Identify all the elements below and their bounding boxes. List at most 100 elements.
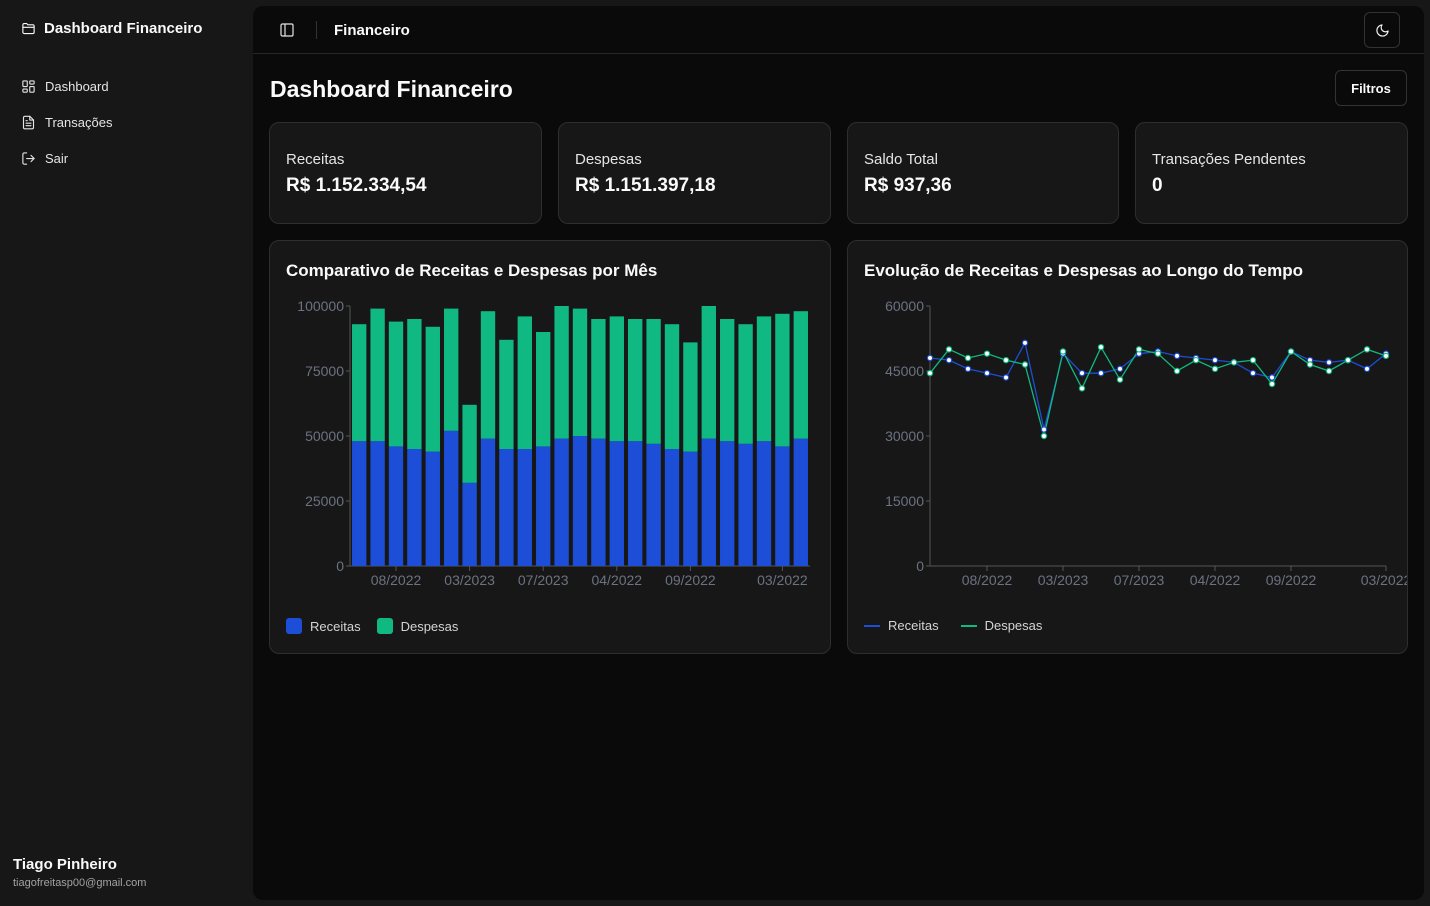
bar-receitas [756,441,772,566]
bar-receitas [352,441,367,566]
bar-despesas [683,342,698,452]
bar-despesas [591,319,606,439]
moon-icon [1375,23,1390,38]
sidebar-toggle-button[interactable] [277,20,297,40]
point-receitas [1268,374,1276,381]
page-title: Dashboard Financeiro [270,76,513,102]
legend-item-despesas[interactable]: Despesas [960,618,1042,633]
main-panel: Financeiro Dashboard Financeiro Filtros … [253,6,1424,900]
stat-card-despesas: Despesas R$ 1.151.397,18 [558,122,831,224]
bar-despesas [517,316,532,449]
point-receitas [1211,356,1219,364]
chart-legend: Receitas Despesas [864,618,1042,633]
point-despesas [1230,359,1238,366]
point-despesas [1249,356,1257,364]
bar-receitas [775,446,790,566]
bar-despesas [738,324,753,444]
point-despesas [1021,361,1029,368]
point-receitas [1363,365,1371,373]
bar-receitas [517,449,532,566]
user-profile[interactable]: Tiago Pinheiro tiagofreitasp00@gmail.com [13,856,146,889]
x-tick-label: 08/2022 [371,572,422,588]
header-title: Financeiro [334,22,410,39]
topbar: Financeiro [253,6,1424,54]
sidebar-brand[interactable]: Dashboard Financeiro [21,20,202,37]
theme-toggle-button[interactable] [1364,12,1400,48]
y-tick-label: 15000 [885,493,924,509]
x-tick-label: 09/2022 [665,572,716,588]
stat-label: Receitas [286,151,345,168]
point-despesas [1211,365,1219,373]
point-despesas [926,369,934,377]
legend-item-receitas[interactable]: Receitas [286,618,361,634]
legend-item-receitas[interactable]: Receitas [864,618,939,633]
bar-receitas [683,451,698,566]
point-despesas [1344,356,1352,364]
bar-despesas [480,311,496,439]
bar-despesas [775,313,790,447]
stat-card-receitas: Receitas R$ 1.152.334,54 [269,122,542,224]
header-divider [316,21,317,39]
bar-receitas [628,441,643,566]
sidebar-item-transacoes[interactable]: Transações [21,104,241,140]
sidebar-item-label: Transações [45,114,113,130]
x-tick-label: 03/2023 [444,572,495,588]
sidebar-item-label: Sair [45,150,69,166]
sidebar-item-sair[interactable]: Sair [21,140,241,176]
point-despesas [1325,367,1333,375]
point-despesas [1135,346,1143,353]
x-tick-label: 08/2022 [962,572,1013,588]
point-receitas [983,369,991,377]
bar-receitas [609,441,624,566]
bar-receitas [499,449,514,566]
sidebar: Dashboard Financeiro Dashboard Transaçõe… [0,0,253,906]
point-despesas [945,346,953,353]
point-despesas [1116,376,1124,383]
point-despesas [1097,343,1105,351]
bar-despesas [793,311,808,439]
point-receitas [945,356,953,364]
sidebar-item-dashboard[interactable]: Dashboard [21,68,241,104]
layout-grid-icon [21,79,36,94]
point-receitas [1097,369,1105,377]
y-tick-label: 45000 [885,363,924,379]
legend-item-despesas[interactable]: Despesas [376,618,458,634]
chart-title: Evolução de Receitas e Despesas ao Longo… [864,261,1303,280]
bar-receitas [388,446,404,566]
point-receitas [1173,352,1181,360]
chart-legend: Receitas Despesas [286,618,458,634]
point-despesas [1363,346,1371,353]
legend-swatch-despesas [960,624,977,627]
panel-left-icon [279,22,295,38]
y-tick-label: 0 [916,558,924,574]
x-tick-label: 07/2023 [1114,572,1165,588]
y-tick-label: 30000 [885,428,924,444]
bar-despesas [756,316,772,442]
bar-despesas [554,306,569,439]
bar-receitas [425,451,440,566]
legend-swatch-receitas [864,624,880,627]
bar-despesas [536,332,551,447]
bar-despesas [646,319,661,444]
user-email: tiagofreitasp00@gmail.com [13,877,147,889]
bar-receitas [370,441,385,566]
bar-receitas [554,438,569,566]
point-despesas [983,350,991,357]
bar-despesas [720,319,735,442]
bar-despesas [370,308,385,442]
bar-receitas [591,438,606,566]
point-receitas [1002,374,1010,381]
bar-despesas [462,404,477,483]
bar-despesas [628,319,643,442]
point-despesas [964,354,972,362]
x-tick-label: 03/2022 [1361,572,1407,588]
point-receitas [1325,359,1333,366]
point-despesas [1268,380,1276,388]
bar-despesas [444,308,459,431]
filters-button[interactable]: Filtros [1335,70,1407,106]
bar-receitas [720,441,735,566]
bar-despesas [499,339,514,449]
bar-receitas [572,436,588,566]
bar-chart: 0 25000 50000 75000 100000 08/2022 03/2023 07/2… [297,298,810,588]
stat-label: Saldo Total [864,151,938,168]
